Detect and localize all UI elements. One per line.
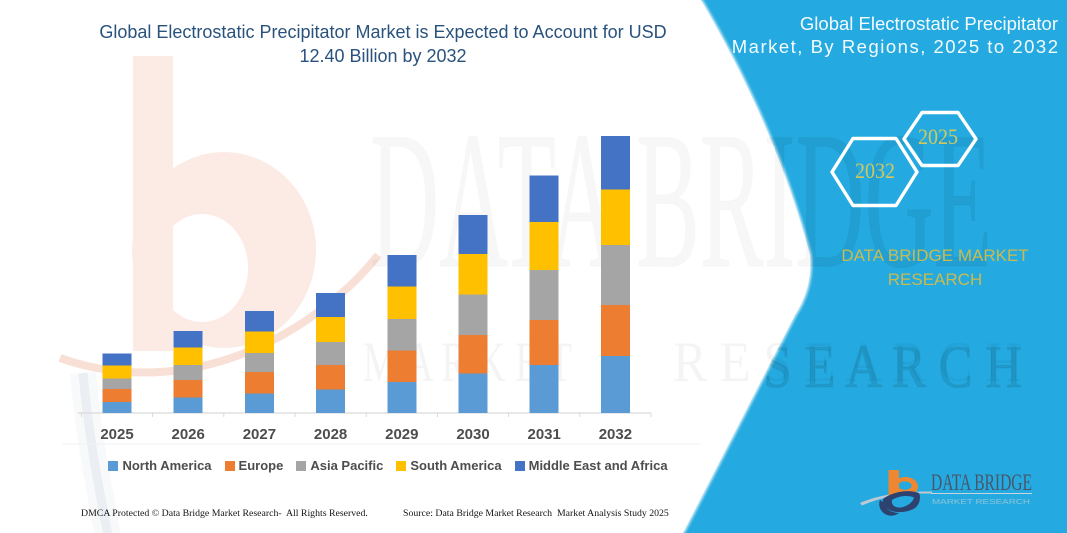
svg-text:2032: 2032	[855, 158, 895, 183]
svg-text:2025: 2025	[918, 124, 958, 149]
svg-text:MARKET RESEARCH: MARKET RESEARCH	[932, 497, 1030, 506]
svg-text:DATA BRIDGE: DATA BRIDGE	[931, 470, 1032, 495]
svg-text:R E S E A R C H: R E S E A R C H	[673, 331, 1022, 394]
